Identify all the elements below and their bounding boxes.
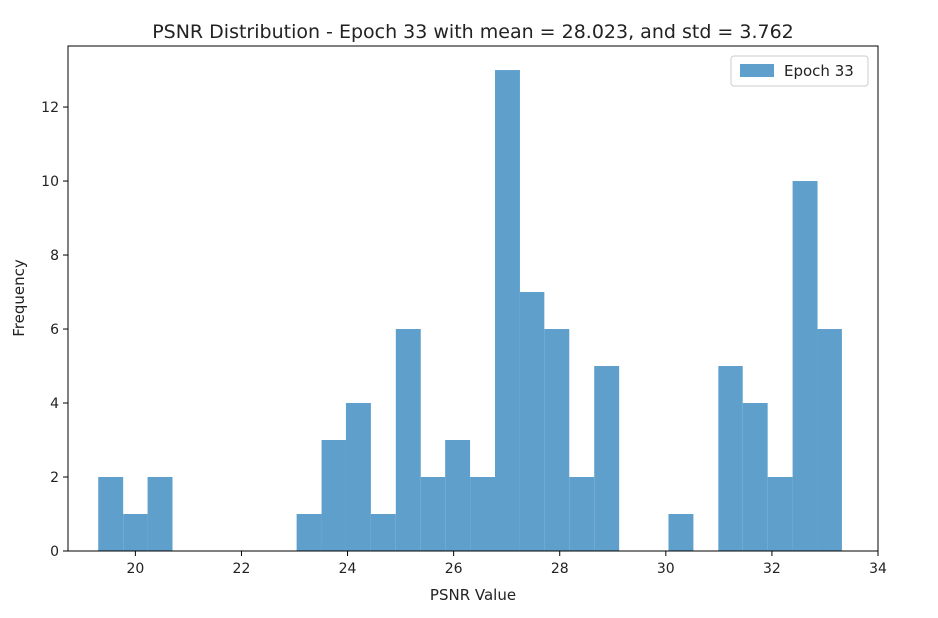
histogram-bar — [123, 514, 148, 551]
y-tick-label: 2 — [50, 470, 59, 486]
x-tick-label: 26 — [445, 561, 463, 577]
y-tick-label: 0 — [50, 544, 59, 560]
x-tick-label: 28 — [551, 561, 569, 577]
histogram-bar — [445, 440, 471, 551]
histogram-bar — [569, 477, 595, 551]
histogram-bar — [495, 70, 520, 552]
y-tick-label: 8 — [50, 248, 59, 264]
y-tick-label: 12 — [41, 100, 59, 116]
legend: Epoch 33 — [730, 55, 869, 87]
histogram-bar — [98, 477, 124, 551]
histogram-bar — [742, 403, 768, 551]
histogram-bar — [345, 403, 371, 551]
x-tick-label: 34 — [869, 561, 887, 577]
y-tick-label: 4 — [50, 396, 59, 412]
histogram-bar — [470, 477, 496, 551]
histogram-bar — [668, 514, 694, 551]
histogram-bar — [544, 329, 570, 551]
x-tick-label: 30 — [657, 561, 675, 577]
histogram-bar — [817, 329, 842, 551]
x-axis-ticks: 20 22 24 26 28 30 32 34 — [126, 551, 887, 577]
histogram-bar — [792, 181, 818, 552]
histogram-bar — [321, 440, 346, 551]
histogram-bar — [718, 366, 743, 551]
legend-label: Epoch 33 — [784, 62, 854, 80]
legend-swatch — [740, 64, 774, 77]
y-axis-label: Frequency — [10, 259, 28, 337]
x-tick-label: 24 — [339, 561, 357, 577]
x-tick-label: 32 — [763, 561, 781, 577]
y-tick-label: 10 — [41, 174, 59, 190]
x-tick-label: 20 — [126, 561, 144, 577]
plot-frame — [67, 45, 879, 552]
histogram-bar — [370, 514, 396, 551]
bars-group — [98, 70, 842, 552]
histogram-bar — [147, 477, 173, 551]
x-axis-label: PSNR Value — [430, 586, 516, 604]
histogram-bar — [594, 366, 620, 551]
y-axis-ticks: 0 2 4 6 8 10 12 — [41, 100, 68, 560]
histogram-bar — [420, 477, 446, 551]
x-tick-label: 22 — [233, 561, 251, 577]
histogram-bar — [296, 514, 322, 551]
histogram-bar — [519, 292, 545, 551]
histogram-bar — [395, 329, 421, 551]
histogram-bar — [767, 477, 793, 551]
y-tick-label: 6 — [50, 322, 59, 338]
legend-box — [730, 55, 869, 87]
chart-title: PSNR Distribution - Epoch 33 with mean =… — [152, 21, 794, 43]
